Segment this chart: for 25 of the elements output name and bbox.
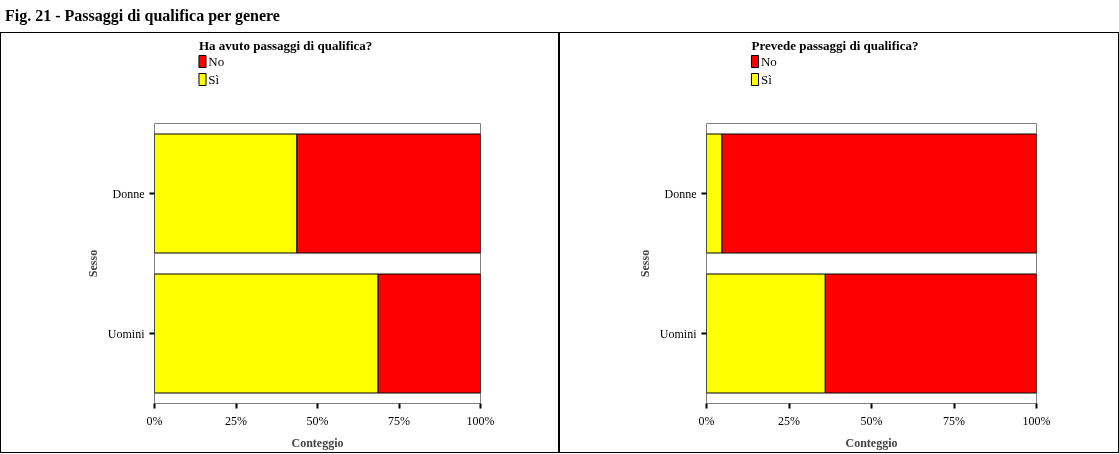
x-tick-label: 0% (146, 413, 163, 428)
legend-title: Ha avuto passaggi di qualifica? (198, 37, 373, 53)
x-tick-label: 100% (1022, 413, 1051, 428)
y-tick-label: Uomini (659, 326, 698, 341)
x-tick-label: 25% (225, 413, 247, 428)
y-tick-label: Uomini (107, 326, 146, 341)
x-tick-label: 100% (466, 413, 495, 428)
x-tick-label: 75% (388, 413, 410, 428)
legend-label: No (208, 54, 225, 69)
x-tick-label: 25% (778, 413, 800, 428)
chart-title: Fig. 21 - Passaggi di qualifica per genere (5, 6, 280, 27)
y-axis-title: Sesso (85, 249, 100, 278)
x-tick-label: 50% (306, 413, 329, 428)
x-tick-label: 50% (860, 413, 883, 428)
y-axis-title: Sesso (637, 249, 652, 278)
x-tick-label: 0% (698, 413, 715, 428)
y-tick-label: Donne (664, 186, 697, 201)
x-axis-title: Conteggio (845, 435, 898, 450)
y-tick-label: Donne (112, 186, 145, 201)
x-tick-label: 75% (943, 413, 965, 428)
legend-title: Prevede passaggi di qualifica? (751, 37, 919, 53)
x-axis-title: Conteggio (291, 435, 344, 450)
legend-label: Sì (760, 72, 773, 87)
legend-label: Sì (208, 72, 220, 87)
legend-label: No (760, 54, 777, 69)
